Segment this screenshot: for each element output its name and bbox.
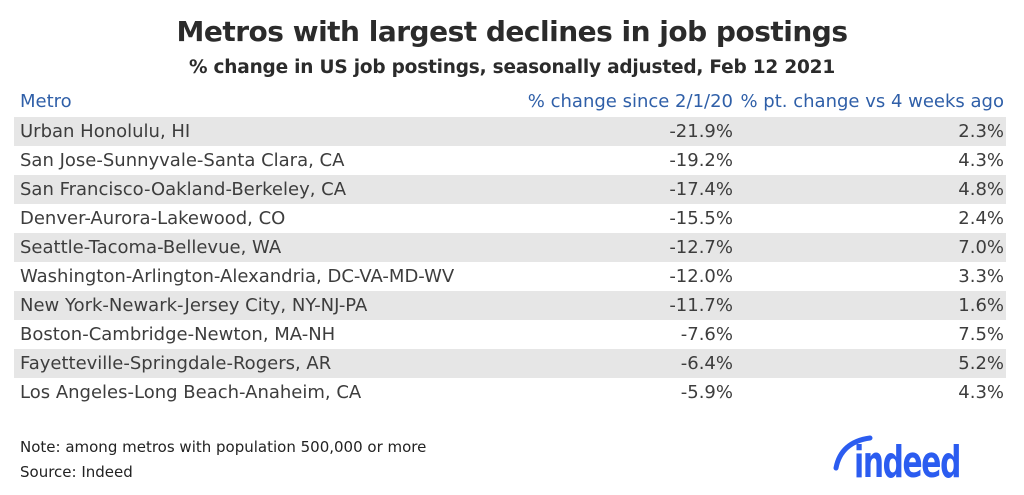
figure-title: Metros with largest declines in job post… xyxy=(176,15,849,48)
note-text: Note: among metros with population 500,0… xyxy=(20,438,427,456)
metro-cell: San Jose-Sunnyvale-Santa Clara, CA xyxy=(20,150,345,171)
pt-change-cell: 1.6% xyxy=(958,295,1004,316)
change-since-cell: -17.4% xyxy=(669,179,733,200)
table-row: Washington-Arlington-Alexandria, DC-VA-M… xyxy=(14,262,1006,291)
indeed-swoosh-icon xyxy=(833,435,873,471)
pt-change-cell: 3.3% xyxy=(958,266,1004,287)
metro-cell: Los Angeles-Long Beach-Anaheim, CA xyxy=(20,382,362,403)
change-since-cell: -11.7% xyxy=(669,295,733,316)
column-header-change-since: % change since 2/1/20 xyxy=(527,90,733,112)
metro-table: Metro % change since 2/1/20 % pt. change… xyxy=(14,88,1006,407)
metro-cell: Washington-Arlington-Alexandria, DC-VA-M… xyxy=(20,266,455,287)
table-header-row: Metro % change since 2/1/20 % pt. change… xyxy=(14,88,1006,114)
table-row: San Jose-Sunnyvale-Santa Clara, CA -19.2%… xyxy=(14,146,1006,175)
source-text: Source: Indeed xyxy=(20,463,133,481)
metro-cell: Boston-Cambridge-Newton, MA-NH xyxy=(20,324,336,345)
table-row: New York-Newark-Jersey City, NY-NJ-PA -11… xyxy=(14,291,1006,320)
change-since-cell: -7.6% xyxy=(680,324,733,345)
indeed-wordmark: indeed xyxy=(854,437,960,484)
table-row: Los Angeles-Long Beach-Anaheim, CA -5.9% 4… xyxy=(14,378,1006,407)
change-since-cell: -5.9% xyxy=(680,382,733,403)
change-since-cell: -12.7% xyxy=(669,237,733,258)
figure-subtitle: % change in US job postings, seasonally … xyxy=(188,57,836,78)
metro-cell: Urban Honolulu, HI xyxy=(20,121,191,142)
metro-cell: New York-Newark-Jersey City, NY-NJ-PA xyxy=(20,295,368,316)
table-row: Boston-Cambridge-Newton, MA-NH -7.6% 7.5% xyxy=(14,320,1006,349)
pt-change-cell: 5.2% xyxy=(958,353,1004,374)
table-row: Fayetteville-Springdale-Rogers, AR -6.4% 5… xyxy=(14,349,1006,378)
footer-notes: Note: among metros with population 500,0… xyxy=(20,437,426,487)
table-row: San Francisco-Oakland-Berkeley, CA -17.4%… xyxy=(14,175,1006,204)
metro-cell: Seattle-Tacoma-Bellevue, WA xyxy=(20,237,282,258)
table-row: Urban Honolulu, HI -21.9% 2.3% xyxy=(14,117,1006,146)
pt-change-cell: 2.3% xyxy=(958,121,1004,142)
indeed-logo-graphic: indeed xyxy=(833,435,962,488)
pt-change-cell: 7.5% xyxy=(958,324,1004,345)
pt-change-cell: 4.3% xyxy=(958,382,1004,403)
column-header-pt-change: % pt. change vs 4 weeks ago xyxy=(740,90,1004,112)
indeed-logo: indeed xyxy=(830,430,968,488)
table-row: Denver-Aurora-Lakewood, CO -15.5% 2.4% xyxy=(14,204,1006,233)
change-since-cell: -19.2% xyxy=(669,150,733,171)
metro-cell: Fayetteville-Springdale-Rogers, AR xyxy=(20,353,332,374)
metro-cell: San Francisco-Oakland-Berkeley, CA xyxy=(20,179,347,200)
change-since-cell: -21.9% xyxy=(669,121,733,142)
table-row: Seattle-Tacoma-Bellevue, WA -12.7% 7.0% xyxy=(14,233,1006,262)
change-since-cell: -15.5% xyxy=(669,208,733,229)
change-since-cell: -12.0% xyxy=(669,266,733,287)
column-header-metro: Metro xyxy=(20,90,72,112)
pt-change-cell: 7.0% xyxy=(958,237,1004,258)
change-since-cell: -6.4% xyxy=(680,353,733,374)
metro-cell: Denver-Aurora-Lakewood, CO xyxy=(20,208,286,229)
pt-change-cell: 4.3% xyxy=(958,150,1004,171)
table-body: Urban Honolulu, HI -21.9% 2.3% San Jose-Sun… xyxy=(14,117,1006,407)
pt-change-cell: 2.4% xyxy=(958,208,1004,229)
pt-change-cell: 4.8% xyxy=(958,179,1004,200)
